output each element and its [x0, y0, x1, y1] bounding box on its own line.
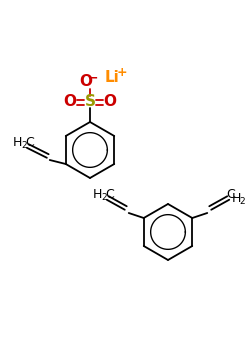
- Text: 2: 2: [240, 196, 245, 205]
- Text: 2: 2: [101, 194, 106, 203]
- Text: H: H: [13, 136, 22, 149]
- Text: C: C: [106, 189, 114, 202]
- Text: S: S: [84, 94, 96, 110]
- Text: −: −: [88, 71, 98, 84]
- Text: +: +: [117, 65, 127, 78]
- Text: 2: 2: [21, 141, 26, 150]
- Text: C: C: [26, 136, 34, 149]
- Text: O: O: [80, 75, 92, 90]
- Text: O: O: [104, 94, 117, 110]
- Text: H: H: [232, 191, 241, 204]
- Text: H: H: [93, 189, 102, 202]
- Text: Li: Li: [104, 70, 120, 85]
- Text: C: C: [226, 189, 234, 202]
- Text: O: O: [64, 94, 76, 110]
